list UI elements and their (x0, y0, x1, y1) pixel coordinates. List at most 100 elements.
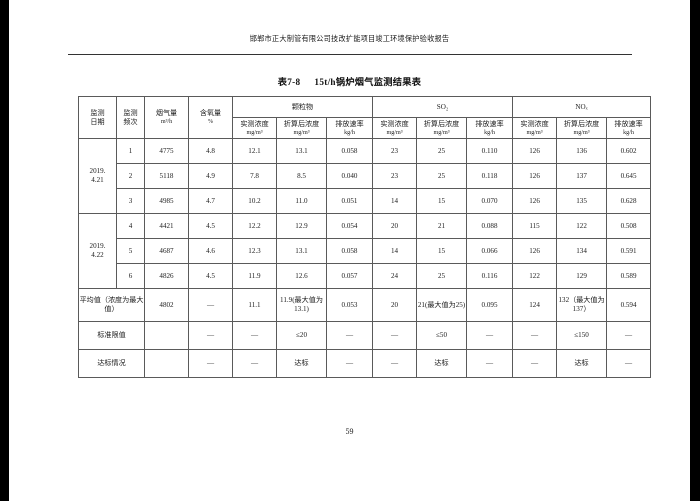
header-pm-measured-unit: mg/m³ (246, 129, 263, 136)
header-nox-measured: 实测浓度 mg/m³ (512, 117, 558, 139)
header-oxygen-content-unit: % (207, 119, 214, 125)
cell-pm-rate: 0.058 (325, 238, 374, 264)
cell-date-group-2: 2019. 4.22 (78, 213, 117, 289)
cell-nox-rate: 0.589 (606, 263, 652, 289)
cell-pm-measured: 12.2 (232, 213, 277, 239)
cell-oxygen: — (188, 349, 233, 378)
cell-so2-rate: 0.066 (466, 238, 514, 264)
header-nox-converted-unit: mg/m³ (573, 129, 590, 136)
header-so2-rate-unit: kg/h (484, 129, 495, 136)
flue-gas-monitoring-table: 监测 日期 监测 频次 烟气量 m³/h 含氧量 % 颗粒物 SO₂ NOₓ (78, 96, 652, 378)
cell-pm-rate: 0.053 (325, 288, 374, 322)
cell-pm-converted: 13.1 (276, 238, 327, 264)
cell-pm-converted: 13.1 (276, 138, 327, 164)
cell-nox-measured: 126 (512, 138, 558, 164)
cell-so2-converted: 21(最大值为25) (416, 288, 468, 322)
table-row: 5 4687 4.6 12.3 13.1 0.058 14 15 0.066 1… (79, 238, 652, 264)
header-nox-rate-unit: kg/h (623, 129, 634, 136)
cell-oxygen: 4.8 (188, 138, 233, 164)
header-monitor-frequency: 监测 频次 (116, 96, 145, 139)
header-nox-measured-label: 实测浓度 (520, 119, 549, 128)
cell-pm-rate: — (325, 321, 374, 350)
header-pm-rate-label: 排放速率 (335, 119, 364, 128)
cell-pm-rate: 0.058 (325, 138, 374, 164)
cell-so2-rate: 0.088 (466, 213, 514, 239)
cell-so2-rate: 0.110 (466, 138, 514, 164)
cell-nox-measured: 126 (512, 238, 558, 264)
header-pm-converted-unit: mg/m³ (293, 129, 310, 136)
table-caption: 表7-8 15t/h锅炉烟气监测结果表 (9, 74, 690, 88)
header-pm-measured-label: 实测浓度 (240, 119, 269, 128)
cell-so2-rate: 0.095 (466, 288, 514, 322)
cell-pm-rate: 0.051 (325, 188, 374, 214)
cell-pm-converted: 12.6 (276, 263, 327, 289)
cell-so2-converted: 15 (416, 238, 468, 264)
table-row-average: 平均值（浓度为最大值） 4802 — 11.1 11.9(最大值为13.1) 0… (78, 288, 652, 322)
header-pm-rate: 排放速率 kg/h (325, 117, 374, 139)
header-oxygen-content: 含氧量 % (188, 96, 233, 139)
cell-nox-measured: 126 (512, 188, 558, 214)
cell-nox-measured: 122 (512, 263, 558, 289)
header-monitor-date-l1: 监测 (90, 108, 105, 117)
cell-nox-rate: 0.508 (606, 213, 652, 239)
cell-nox-converted: 129 (556, 263, 608, 289)
table-caption-number: 表7-8 (277, 77, 301, 87)
cell-date-group-1: 2019. 4.21 (78, 138, 117, 214)
cell-nox-rate: 0.594 (606, 288, 652, 322)
cell-nox-converted: 122 (556, 213, 608, 239)
header-row-groups: 监测 日期 监测 频次 烟气量 m³/h 含氧量 % 颗粒物 SO₂ NOₓ (78, 96, 652, 139)
header-so2-measured-unit: mg/m³ (386, 129, 403, 136)
cell-nox-converted: ≤150 (556, 321, 608, 350)
header-group-so2: SO₂ (372, 96, 514, 118)
cell-pm-converted: 11.0 (276, 188, 327, 214)
cell-pm-rate: 0.054 (325, 213, 374, 239)
cell-so2-measured: 24 (372, 263, 418, 289)
cell-so2-converted: 25 (416, 138, 468, 164)
cell-so2-rate: — (466, 349, 514, 378)
header-nox-converted: 折算后浓度 mg/m³ (556, 117, 608, 139)
cell-pm-rate: — (325, 349, 374, 378)
cell-frequency: 5 (116, 238, 145, 264)
cell-frequency: 1 (116, 138, 145, 164)
table-row: 2019. 4.21 1 4775 4.8 12.1 13.1 0.058 23… (78, 138, 652, 214)
cell-so2-rate: — (466, 321, 514, 350)
table-row-standard-limit: 标准限值 — — ≤20 — — ≤50 — — ≤150 — (78, 321, 652, 350)
cell-nox-measured: — (512, 321, 558, 350)
cell-nox-rate: — (606, 349, 652, 378)
cell-pm-measured: 10.2 (232, 188, 277, 214)
cell-oxygen: 4.5 (188, 263, 233, 289)
header-so2-measured: 实测浓度 mg/m³ (372, 117, 418, 139)
running-header: 邯郸市正大制管有限公司技改扩能项目竣工环境保护验收报告 (9, 34, 690, 44)
header-so2-converted-label: 折算后浓度 (423, 119, 460, 128)
cell-nox-rate: 0.645 (606, 163, 652, 189)
table-row-compliance: 达标情况 — — 达标 — — 达标 — — 达标 — (78, 349, 652, 378)
cell-frequency: 3 (116, 188, 145, 214)
cell-so2-measured: 20 (372, 288, 418, 322)
cell-flow: 4826 (144, 263, 189, 289)
cell-nox-measured: 124 (512, 288, 558, 322)
header-nox-rate-label: 排放速率 (614, 119, 643, 128)
header-rule-divider (68, 54, 632, 55)
header-group-nox: NOₓ (512, 96, 652, 118)
cell-nox-converted: 135 (556, 188, 608, 214)
header-flue-gas-volume: 烟气量 m³/h (144, 96, 189, 139)
cell-nox-converted: 136 (556, 138, 608, 164)
header-flue-gas-volume-unit: m³/h (160, 119, 173, 125)
cell-pm-converted: 11.9(最大值为13.1) (276, 288, 327, 322)
cell-pm-measured: 12.3 (232, 238, 277, 264)
cell-nox-rate: — (606, 321, 652, 350)
cell-pm-measured: 11.9 (232, 263, 277, 289)
cell-flow: 4421 (144, 213, 189, 239)
table-row: 2019. 4.22 4 4421 4.5 12.2 12.9 0.054 20… (78, 213, 652, 289)
date-group-2-l1: 2019. (89, 242, 106, 250)
cell-compliance-label: 达标情况 (78, 349, 145, 378)
cell-oxygen: 4.6 (188, 238, 233, 264)
cell-nox-measured: — (512, 349, 558, 378)
header-so2-rate-label: 排放速率 (475, 119, 504, 128)
date-group-2-l2: 4.22 (91, 251, 104, 259)
cell-average-label: 平均值（浓度为最大值） (78, 288, 145, 322)
cell-oxygen: 4.9 (188, 163, 233, 189)
cell-pm-rate: 0.057 (325, 263, 374, 289)
table-row: 3 4985 4.7 10.2 11.0 0.051 14 15 0.070 1… (79, 188, 652, 214)
running-header-text: 邯郸市正大制管有限公司技改扩能项目竣工环境保护验收报告 (249, 35, 450, 43)
